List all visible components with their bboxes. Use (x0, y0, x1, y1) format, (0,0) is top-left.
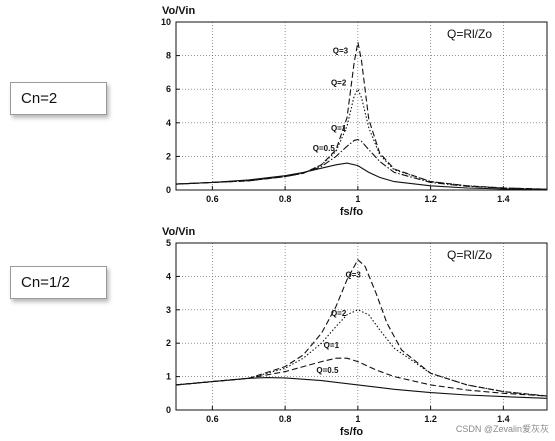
series-line-q-2 (175, 309, 548, 397)
x-axis-title: fs/fo (340, 426, 364, 438)
series-line-q-2 (175, 87, 548, 190)
x-axis-title: fs/fo (340, 206, 364, 218)
y-tick-label: 3 (166, 305, 171, 315)
y-tick-label: 1 (166, 372, 171, 382)
y-tick-label: 10 (161, 17, 171, 27)
series-label: Q=2 (331, 309, 347, 318)
y-tick-label: 4 (166, 271, 171, 281)
y-tick-label: 0 (166, 405, 171, 415)
y-tick-label: 4 (166, 118, 171, 128)
x-tick-label: 1.4 (497, 414, 510, 424)
y-tick-label: 6 (166, 84, 171, 94)
x-tick-label: 1.2 (424, 194, 437, 204)
series-line-q-0-5 (175, 162, 548, 191)
series-label: Q=3 (346, 271, 362, 280)
series-line-q-0-5 (175, 377, 548, 399)
y-tick-label: 2 (166, 151, 171, 161)
series-label: Q=3 (333, 47, 349, 56)
series-line-q-3 (175, 42, 548, 190)
x-tick-label: 0.8 (279, 194, 292, 204)
y-tick-label: 2 (166, 338, 171, 348)
x-tick-label: 1 (355, 414, 360, 424)
x-tick-label: 0.6 (206, 414, 219, 424)
series-label: Q=1 (324, 341, 340, 350)
series-label: Q=1 (331, 124, 347, 133)
series-label: Q=0.5 (313, 144, 336, 153)
cn-top-label: Cn=2 (10, 82, 107, 115)
x-tick-label: 1.2 (424, 414, 437, 424)
x-tick-label: 0.6 (206, 194, 219, 204)
series-line-q-3 (175, 258, 548, 397)
plot-frame (175, 21, 548, 191)
q-annotation: Q=Rl/Zo (447, 248, 492, 262)
plot-frame (175, 242, 548, 411)
y-tick-label: 0 (166, 185, 171, 195)
x-tick-label: 0.8 (279, 414, 292, 424)
y-tick-label: 5 (166, 238, 171, 248)
watermark: CSDN @Zevalin爱灰灰 (455, 424, 549, 434)
x-tick-label: 1 (355, 194, 360, 204)
y-axis-title: Vo/Vin (162, 226, 195, 238)
y-tick-label: 8 (166, 51, 171, 61)
x-tick-label: 1.4 (497, 194, 510, 204)
series-label: Q=0.5 (316, 366, 339, 375)
series-line-q-1 (175, 357, 548, 397)
series-label: Q=2 (331, 79, 347, 88)
cn-bottom-label: Cn=1/2 (10, 266, 107, 299)
y-axis-title: Vo/Vin (162, 5, 195, 17)
q-annotation: Q=Rl/Zo (447, 27, 492, 41)
